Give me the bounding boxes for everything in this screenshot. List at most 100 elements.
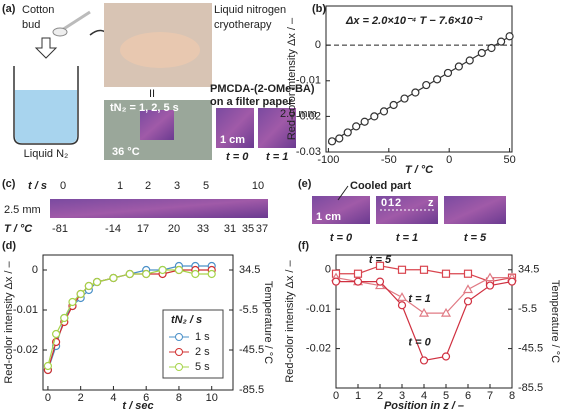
temp-value: 35 [242, 223, 254, 235]
x-tick-label: 0 [333, 390, 339, 402]
legend-title: tN₂ / s [171, 314, 202, 326]
marker [433, 75, 442, 84]
series-label: t = 5 [369, 254, 392, 266]
time: t = 0 [226, 151, 249, 163]
x-tick-label: 8 [176, 392, 182, 404]
time: t = 1 [396, 232, 418, 244]
panel-label: (c) [2, 178, 16, 190]
marker [142, 269, 151, 279]
photo [312, 196, 370, 224]
marker [505, 32, 514, 41]
plot-frame [335, 254, 513, 389]
series-label: t = 0 [408, 337, 431, 349]
panel-label: (a) [2, 3, 16, 15]
symbol: II [149, 88, 155, 100]
marker [331, 277, 341, 286]
marker [396, 292, 408, 301]
x-label: t / sec [122, 400, 153, 412]
legend-label: 1 s [195, 331, 210, 343]
photo-strip [50, 199, 268, 218]
marker [497, 37, 506, 46]
marker [397, 265, 407, 274]
marker [191, 269, 200, 279]
marker [52, 329, 61, 339]
marker [400, 94, 409, 103]
y2-tick-label: -5.5 [518, 303, 537, 315]
marker [92, 277, 102, 287]
temp-value: 37 [256, 223, 268, 235]
photo [376, 196, 438, 224]
liquid [15, 90, 77, 143]
marker [207, 269, 216, 279]
beaker [13, 66, 79, 145]
temp-label: T / °C [4, 223, 33, 235]
ruler-label: z [428, 197, 434, 209]
time-tick: 1 [117, 180, 123, 192]
x-tick-label: 6 [465, 390, 471, 402]
cooled-part: Cooled part [350, 180, 411, 192]
time-label: t / s [28, 180, 47, 192]
y-tick-label: -0.02 [296, 110, 321, 122]
marker [389, 100, 398, 110]
y-label: Red-color intensity Δx / – [284, 259, 296, 382]
time: t = 1 [266, 151, 288, 163]
y2-tick-label: -85.5 [518, 382, 543, 394]
liquid-label: Liquid N₂ [24, 148, 69, 160]
marker [343, 128, 352, 137]
x-tick-label: 2 [78, 392, 84, 404]
y-tick-label: 0 [32, 264, 38, 276]
marker [463, 269, 473, 278]
marker [419, 265, 429, 274]
marker [43, 361, 53, 371]
ruler-label: 2 [395, 197, 401, 209]
temp: 36 °C [112, 146, 140, 158]
arrow [34, 37, 58, 59]
x-tick-label: 4 [421, 390, 427, 402]
x-tick-label: 3 [399, 390, 405, 402]
x-tick-label: 8 [509, 390, 515, 402]
x-tick-label: -100 [317, 154, 339, 166]
cotton-bud: bud [22, 19, 40, 31]
y2-tick-label: 34.5 [239, 264, 260, 276]
marker [443, 68, 453, 78]
marker [360, 117, 369, 126]
temp-value: -81 [52, 223, 68, 235]
marker [379, 107, 389, 116]
marker [353, 269, 363, 278]
photo [258, 108, 296, 148]
x-tick-label: 7 [487, 390, 493, 402]
legend-marker [175, 333, 183, 341]
panel-label: (f) [298, 240, 309, 252]
temp-value: 33 [197, 223, 209, 235]
x-label: Position in z / – [384, 400, 464, 412]
scale-cm: 1 cm [316, 211, 341, 223]
y-tick-label: -0.01 [13, 304, 38, 316]
scale-mm: 2.5 mm [280, 108, 317, 120]
marker [441, 269, 451, 278]
marker [422, 80, 431, 90]
panel-label: (d) [2, 240, 16, 252]
x-tick-label: 4 [110, 392, 116, 404]
marker [60, 313, 69, 323]
time-tick: 0 [60, 180, 66, 192]
cotton-bud: Cotton [22, 4, 54, 16]
temp-value: 31 [224, 223, 236, 235]
y-tick-label: -0.03 [296, 146, 321, 158]
sample-name: on a filter paper [210, 96, 293, 108]
y-label: Red-color intensity Δx / – [286, 17, 298, 140]
temp-value: 17 [137, 223, 149, 235]
marker [335, 134, 344, 143]
y2-tick-label: -85.5 [239, 384, 264, 396]
marker [327, 137, 337, 146]
marker [411, 88, 420, 97]
marker [352, 122, 361, 131]
time: t = 5 [464, 232, 487, 244]
x-tick-label: 6 [143, 392, 149, 404]
marker [125, 269, 134, 279]
y-tick-label: 0 [325, 264, 331, 276]
temp-value: 20 [168, 223, 180, 235]
marker [353, 277, 363, 286]
x-tick-label: 10 [206, 392, 218, 404]
ruler-label: 0 [381, 197, 387, 209]
